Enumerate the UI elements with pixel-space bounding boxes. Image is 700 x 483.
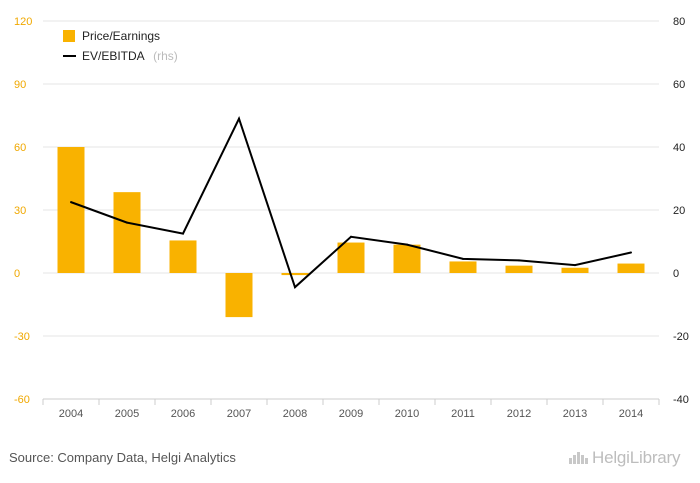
ev-ebitda-line (70, 116, 632, 289)
ev-ebitda-point (406, 243, 408, 246)
helgi-logo-icon (568, 449, 590, 470)
legend-pe-label: Price/Earnings (82, 29, 160, 43)
x-axis: 2004 2005 2006 2007 2008 2009 2010 2011 2012 2013… (42, 398, 660, 420)
right-tick-label: -40 (673, 394, 689, 406)
legend-ev-suffix: (rhs) (153, 49, 178, 63)
combo-chart: 2004 2005 2006 2007 2008 2009 2010 2011 2012 2013… (14, 16, 689, 420)
pe-bar (393, 244, 421, 273)
pe-bars (57, 147, 645, 318)
x-tick-label: 2005 (115, 408, 139, 420)
pe-bar (561, 267, 589, 273)
ev-ebitda-point (518, 259, 520, 262)
ev-ebitda-point (294, 286, 296, 289)
legend-ev-name: EV/EBITDA (82, 49, 145, 63)
ev-ebitda-point (238, 117, 240, 120)
x-tick-label: 2013 (563, 408, 587, 420)
pe-bar (169, 240, 197, 273)
left-tick-label: -60 (14, 394, 30, 406)
left-axis-ticks: 120 90 60 30 0 -30 -60 (14, 16, 32, 406)
x-tick-label: 2014 (619, 408, 643, 420)
right-tick-label: 20 (673, 205, 685, 217)
ev-ebitda-point (462, 257, 464, 260)
left-tick-label: -30 (14, 331, 30, 343)
left-tick-label: 120 (14, 16, 32, 28)
left-tick-label: 60 (14, 142, 26, 154)
ev-ebitda-point (70, 201, 72, 204)
x-tick-label: 2011 (451, 408, 475, 420)
ev-ebitda-point (574, 264, 576, 267)
pe-bar (337, 242, 365, 273)
x-tick-label: 2008 (283, 408, 307, 420)
right-tick-label: -20 (673, 331, 689, 343)
x-tick-label: 2006 (171, 408, 195, 420)
right-axis-ticks: 80 60 40 20 0 -20 -40 (673, 16, 689, 406)
ev-ebitda-point (126, 221, 128, 224)
right-tick-label: 40 (673, 142, 685, 154)
right-tick-label: 80 (673, 16, 685, 28)
legend-pe-swatch (63, 30, 75, 42)
pe-bar (281, 273, 309, 276)
left-tick-label: 30 (14, 205, 26, 217)
x-tick-label: 2004 (59, 408, 83, 420)
helgi-library-logo: HelgiLibrary (568, 448, 681, 470)
ev-ebitda-point (630, 251, 632, 254)
legend: Price/Earnings EV/EBITDA (rhs) (63, 29, 178, 64)
x-tick-label: 2010 (395, 408, 419, 420)
ev-ebitda-point (350, 235, 352, 238)
pe-bar (57, 147, 85, 273)
pe-bar (617, 263, 645, 273)
ev-ebitda-point (182, 232, 184, 235)
pe-bar (449, 261, 477, 273)
legend-ev-label: EV/EBITDA (rhs) (82, 47, 178, 64)
pe-bar (225, 273, 253, 318)
x-tick-label: 2007 (227, 408, 251, 420)
source-note: Source: Company Data, Helgi Analytics (9, 450, 236, 465)
x-tick-label: 2012 (507, 408, 531, 420)
left-tick-label: 0 (14, 268, 20, 280)
pe-bar (113, 192, 141, 273)
pe-bar (505, 265, 533, 273)
right-tick-label: 0 (673, 268, 679, 280)
left-tick-label: 90 (14, 79, 26, 91)
x-tick-label: 2009 (339, 408, 363, 420)
right-tick-label: 60 (673, 79, 685, 91)
helgi-logo-text: HelgiLibrary (592, 448, 681, 467)
